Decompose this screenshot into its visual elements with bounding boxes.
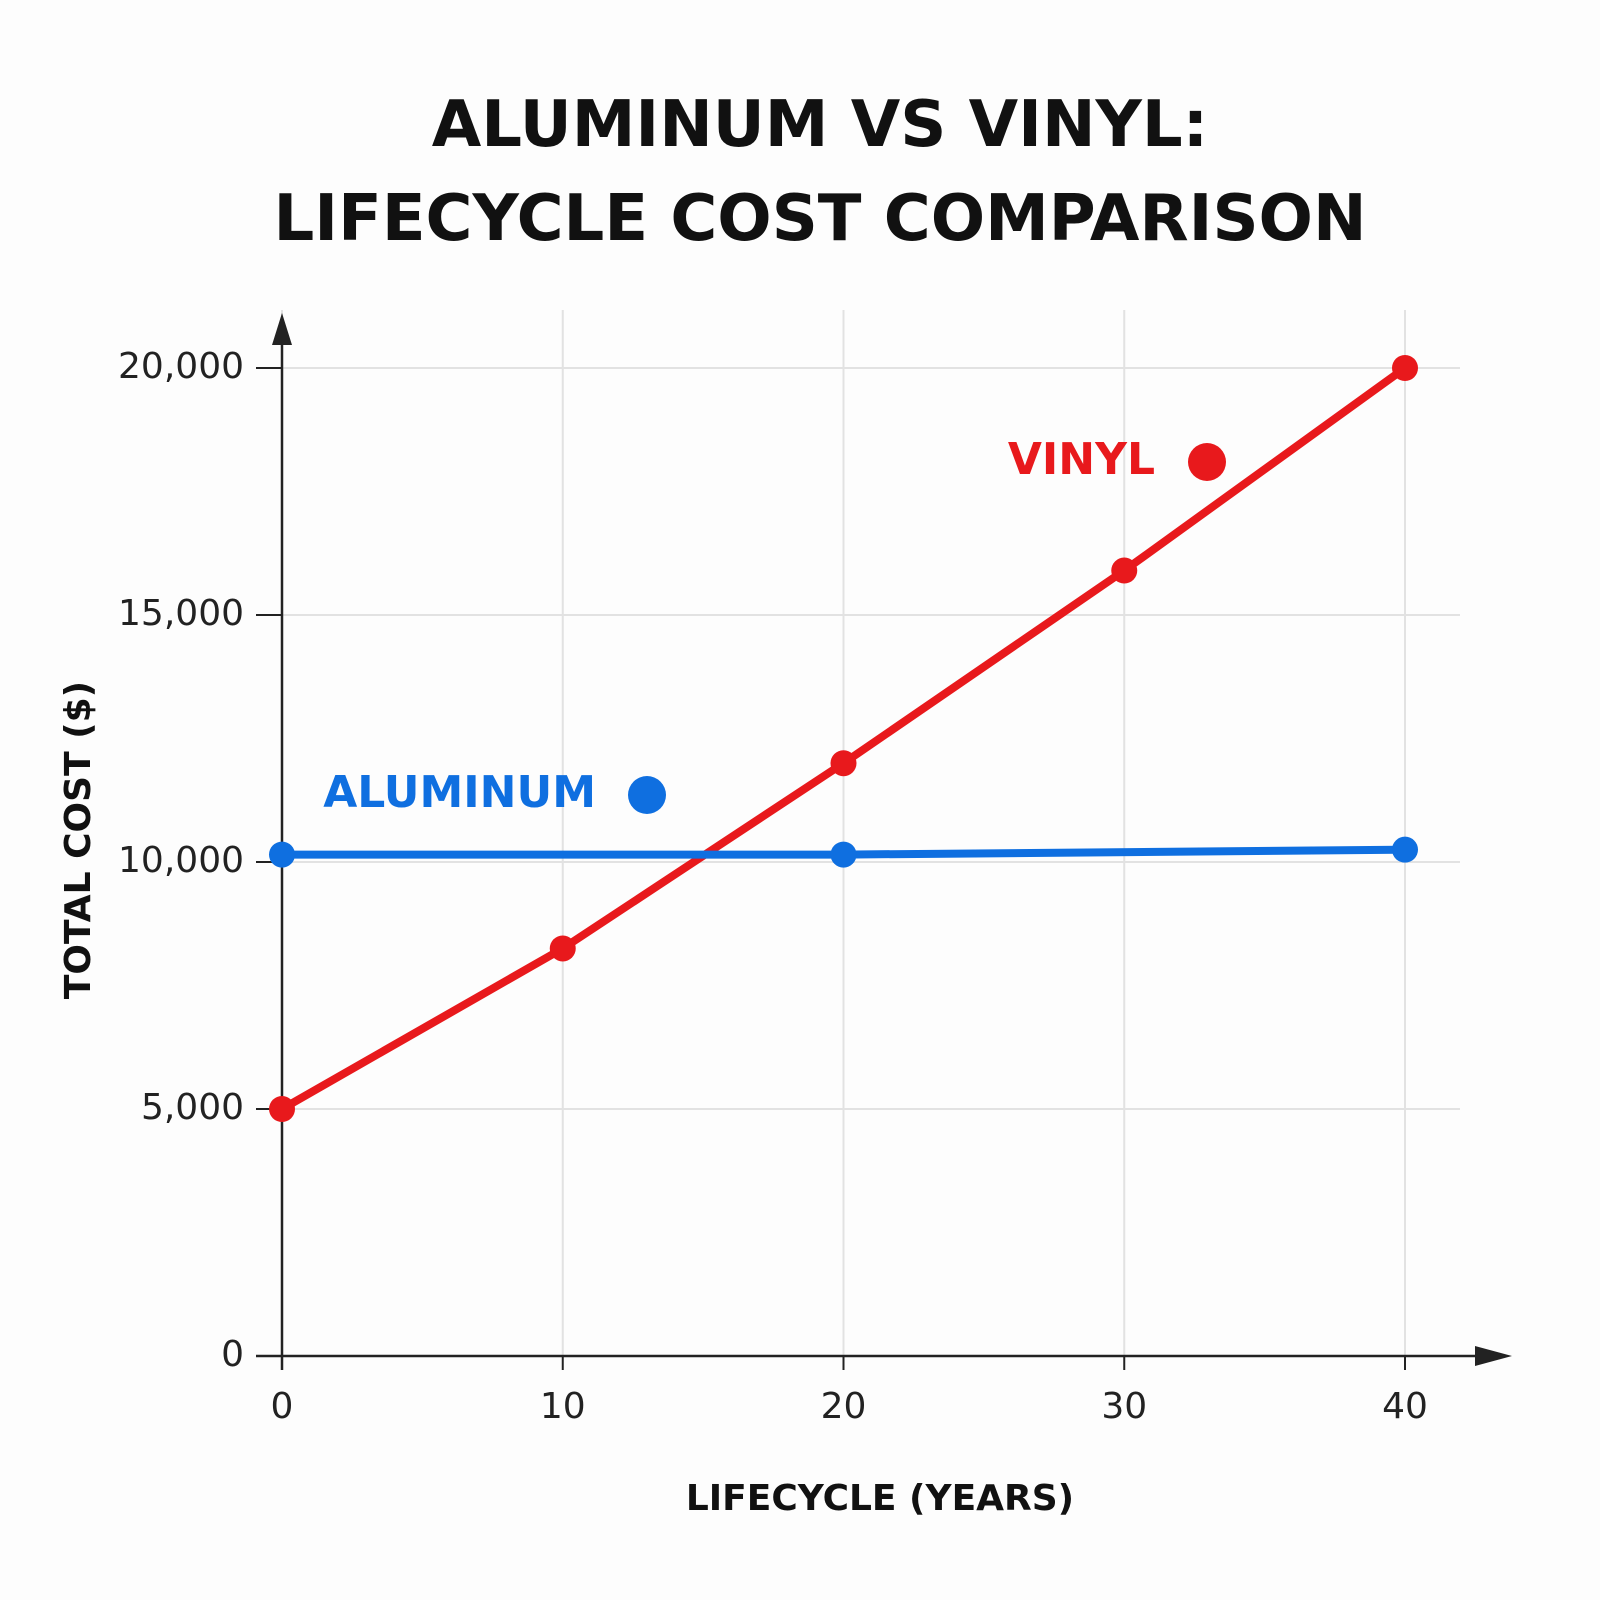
y-tick-label: 0 [221,1334,244,1375]
x-axis-arrow [1475,1346,1512,1366]
data-point [830,841,857,868]
x-tick-label: 30 [1101,1386,1147,1427]
data-point [1392,836,1418,863]
legend-marker [628,776,666,814]
x-tick-label: 10 [540,1386,586,1427]
data-point [1111,557,1138,584]
x-axis-label: LIFECYCLE (YEARS) [686,1478,1074,1519]
y-tick-label: 20,000 [118,346,244,387]
legend-label: VINYL [1008,434,1155,485]
x-tick-label: 40 [1382,1386,1428,1427]
y-axis-arrow [272,313,292,345]
y-tick-label: 15,000 [118,593,244,634]
y-tick-label: 5,000 [141,1087,244,1128]
data-point [269,841,295,868]
y-tick-label: 10,000 [118,840,244,881]
y-axis-label: TOTAL COST ($) [58,681,99,999]
data-point [830,750,857,777]
x-tick-label: 20 [821,1386,867,1427]
data-point [549,935,576,962]
data-point [1392,355,1418,381]
legend-marker [1188,443,1226,481]
data-point [269,1096,295,1122]
chart-title: ALUMINUM VS VINYL: LIFECYCLE COST COMPAR… [273,88,1367,256]
x-tick-label: 0 [271,1386,294,1427]
legend-label: ALUMINUM [323,767,596,818]
